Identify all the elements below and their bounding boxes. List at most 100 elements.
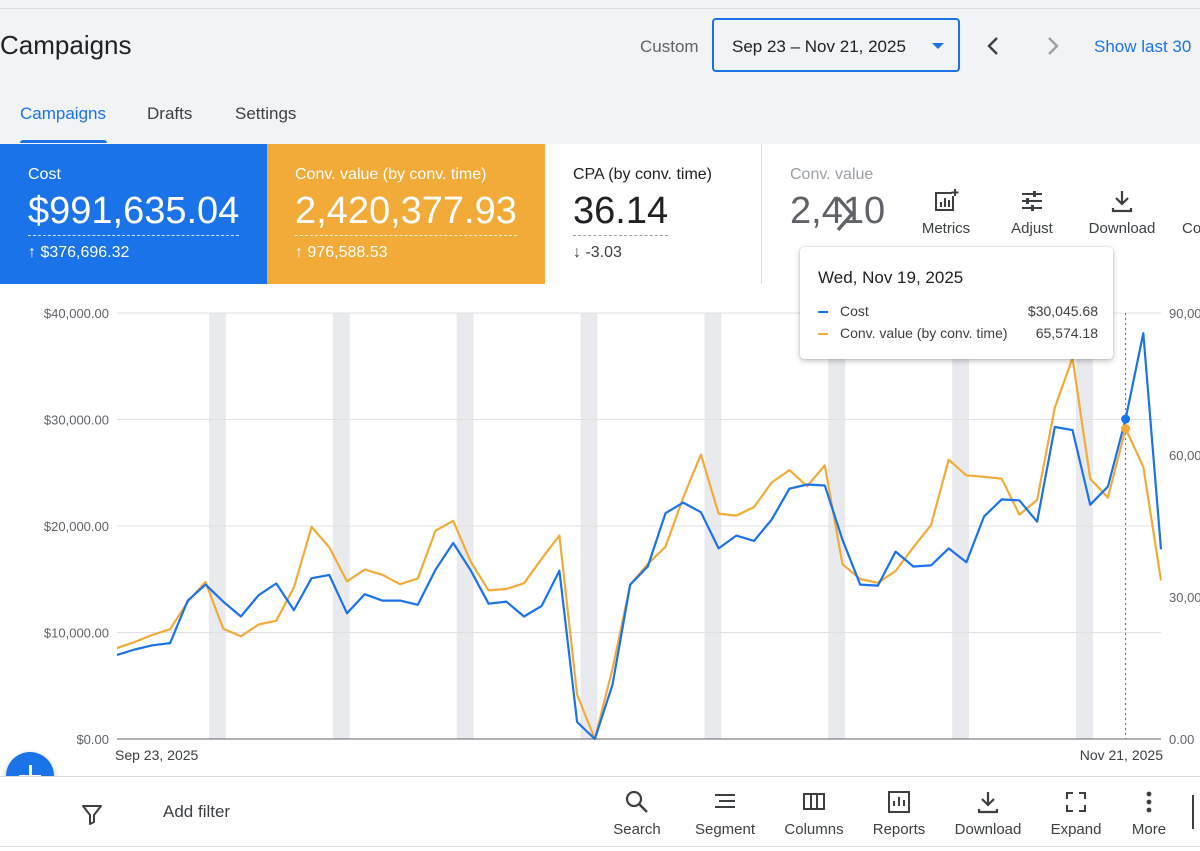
columns-icon (803, 793, 825, 810)
conv-value-legend-swatch (818, 333, 828, 336)
cost-series-line (116, 332, 1163, 741)
conv-value-highlight-point (1121, 424, 1131, 434)
conv-value-series-line (116, 356, 1163, 741)
scorecard-delta: ↑ 976,588.53 (295, 244, 388, 261)
scorecard-conv-value[interactable]: Conv. value (by conv. time) 2,420,377.93… (267, 144, 545, 284)
chart-gridlines (117, 312, 1161, 740)
right-axis-ticks: 0.00 30,00 60,00 90,00 (1169, 306, 1200, 747)
segment-label: Segment (694, 821, 756, 838)
active-tab-indicator (20, 140, 107, 143)
right-axis-tick-label: 90,00 (1169, 306, 1200, 321)
left-axis-tick-label: $0.00 (76, 732, 109, 747)
metrics-label: Metrics (921, 220, 971, 237)
search-icon (625, 790, 648, 813)
add-filter-button[interactable]: Add filter (163, 802, 231, 821)
search-button[interactable]: Search (592, 789, 682, 838)
download-label: Download (954, 821, 1022, 838)
performance-chart[interactable]: $0.00 $10,000.00 $20,000.00 $30,000.00 $40,0… (0, 290, 1200, 770)
tab-drafts[interactable]: Drafts (147, 104, 193, 123)
columns-label: Co (1182, 220, 1200, 237)
scorecard-value: 36.14 (573, 190, 669, 236)
divider (1192, 795, 1194, 829)
reports-button[interactable]: Reports (854, 789, 944, 838)
metrics-icon (935, 188, 959, 211)
adjust-label: Adjust (1011, 220, 1053, 237)
segment-button[interactable]: Segment (680, 789, 770, 838)
divider (0, 846, 1200, 847)
chart-series (116, 332, 1163, 741)
scorecard-value: 2,410, (790, 190, 886, 232)
columns-button[interactable]: Co (1162, 188, 1200, 237)
next-scorecards-button[interactable] (832, 194, 858, 234)
download-button[interactable]: Download (943, 789, 1033, 838)
reports-label: Reports (872, 821, 926, 838)
tooltip-series-name: Cost (840, 303, 869, 319)
x-axis-labels: Sep 23, 2025 Nov 21, 2025 (115, 747, 1163, 763)
scorecard-delta: ↑ $376,696.32 (28, 244, 130, 261)
right-axis-tick-label: 0.00 (1169, 732, 1194, 747)
scorecard-label: Conv. value (by conv. time) (295, 166, 487, 183)
filter-icon[interactable] (80, 802, 104, 826)
left-axis-tick-label: $40,000.00 (44, 306, 109, 321)
chevron-right-icon (836, 196, 855, 232)
x-axis-start-label: Sep 23, 2025 (115, 747, 199, 763)
show-last-30-link[interactable]: Show last 30 (1094, 37, 1192, 56)
tooltip-date: Wed, Nov 19, 2025 (818, 268, 964, 287)
date-range-type-label: Custom (640, 37, 699, 56)
expand-icon (1066, 792, 1086, 812)
adjust-icon (1022, 191, 1042, 211)
x-axis-end-label: Nov 21, 2025 (1080, 747, 1163, 763)
scorecard-delta: ↓ -3.03 (573, 244, 622, 261)
next-period-button[interactable] (1040, 32, 1064, 60)
download-icon (1111, 191, 1133, 213)
tooltip-series-value: $30,045.68 (1027, 303, 1098, 319)
scorecard-value: 2,420,377.93 (295, 190, 517, 236)
download-label: Download (1088, 220, 1156, 237)
chart-tooltip: Wed, Nov 19, 2025 Cost $30,045.68 Conv. … (800, 247, 1113, 359)
scorecard-label: Cost (28, 166, 61, 183)
tooltip-series-value: 65,574.18 (1035, 325, 1098, 341)
cost-highlight-point (1121, 414, 1131, 424)
expand-label: Expand (1050, 821, 1102, 838)
expand-button[interactable]: Expand (1031, 789, 1121, 838)
chevron-right-icon (1048, 37, 1059, 55)
more-button[interactable]: More (1104, 789, 1194, 838)
tooltip-row-conv-value: Conv. value (by conv. time) 65,574.18 (818, 325, 1098, 341)
scorecard-cost[interactable]: Cost $991,635.04 ↑ $376,696.32 (0, 144, 267, 284)
dropdown-caret-icon (932, 43, 944, 49)
columns-icon (1182, 188, 1200, 214)
reports-icon (888, 791, 910, 813)
metrics-button[interactable]: Metrics (906, 188, 986, 237)
tooltip-series-name: Conv. value (by conv. time) (840, 325, 1008, 341)
search-label: Search (613, 821, 661, 838)
left-axis-ticks: $0.00 $10,000.00 $20,000.00 $30,000.00 $40,0… (44, 306, 109, 747)
table-toolbar: Add filter Search Segment Columns Report… (0, 776, 1200, 851)
top-header: Campaigns Custom Sep 23 – Nov 21, 2025 S… (0, 0, 1200, 144)
tab-settings[interactable]: Settings (235, 104, 297, 123)
left-axis-tick-label: $10,000.00 (44, 626, 109, 641)
right-axis-tick-label: 60,00 (1169, 448, 1200, 463)
date-range-picker[interactable]: Sep 23 – Nov 21, 2025 (712, 18, 960, 72)
segment-icon (715, 794, 735, 808)
scorecard-label: CPA (by conv. time) (573, 166, 712, 183)
download-button[interactable]: Download (1082, 188, 1162, 237)
cost-legend-swatch (818, 311, 828, 314)
columns-label: Columns (784, 821, 844, 838)
columns-button[interactable]: Columns (769, 789, 859, 838)
scorecard-cpa[interactable]: CPA (by conv. time) 36.14 ↓ -3.03 (545, 144, 762, 284)
date-range-value: Sep 23 – Nov 21, 2025 (732, 37, 906, 56)
tooltip-row-cost: Cost $30,045.68 (818, 303, 1098, 319)
chevron-left-icon (987, 37, 998, 55)
scorecard-value: $991,635.04 (28, 190, 240, 236)
scorecard-label: Conv. value (790, 166, 874, 183)
right-axis-tick-label: 30,00 (1169, 590, 1200, 605)
more-vert-icon (1146, 791, 1152, 813)
page-title: Campaigns (0, 30, 132, 60)
tab-campaigns[interactable]: Campaigns (20, 104, 106, 123)
previous-period-button[interactable] (982, 32, 1006, 60)
adjust-button[interactable]: Adjust (992, 188, 1072, 237)
download-icon (977, 792, 999, 814)
left-axis-tick-label: $30,000.00 (44, 413, 109, 428)
divider (0, 8, 1200, 9)
tab-bar: Campaigns Drafts Settings (0, 96, 400, 144)
